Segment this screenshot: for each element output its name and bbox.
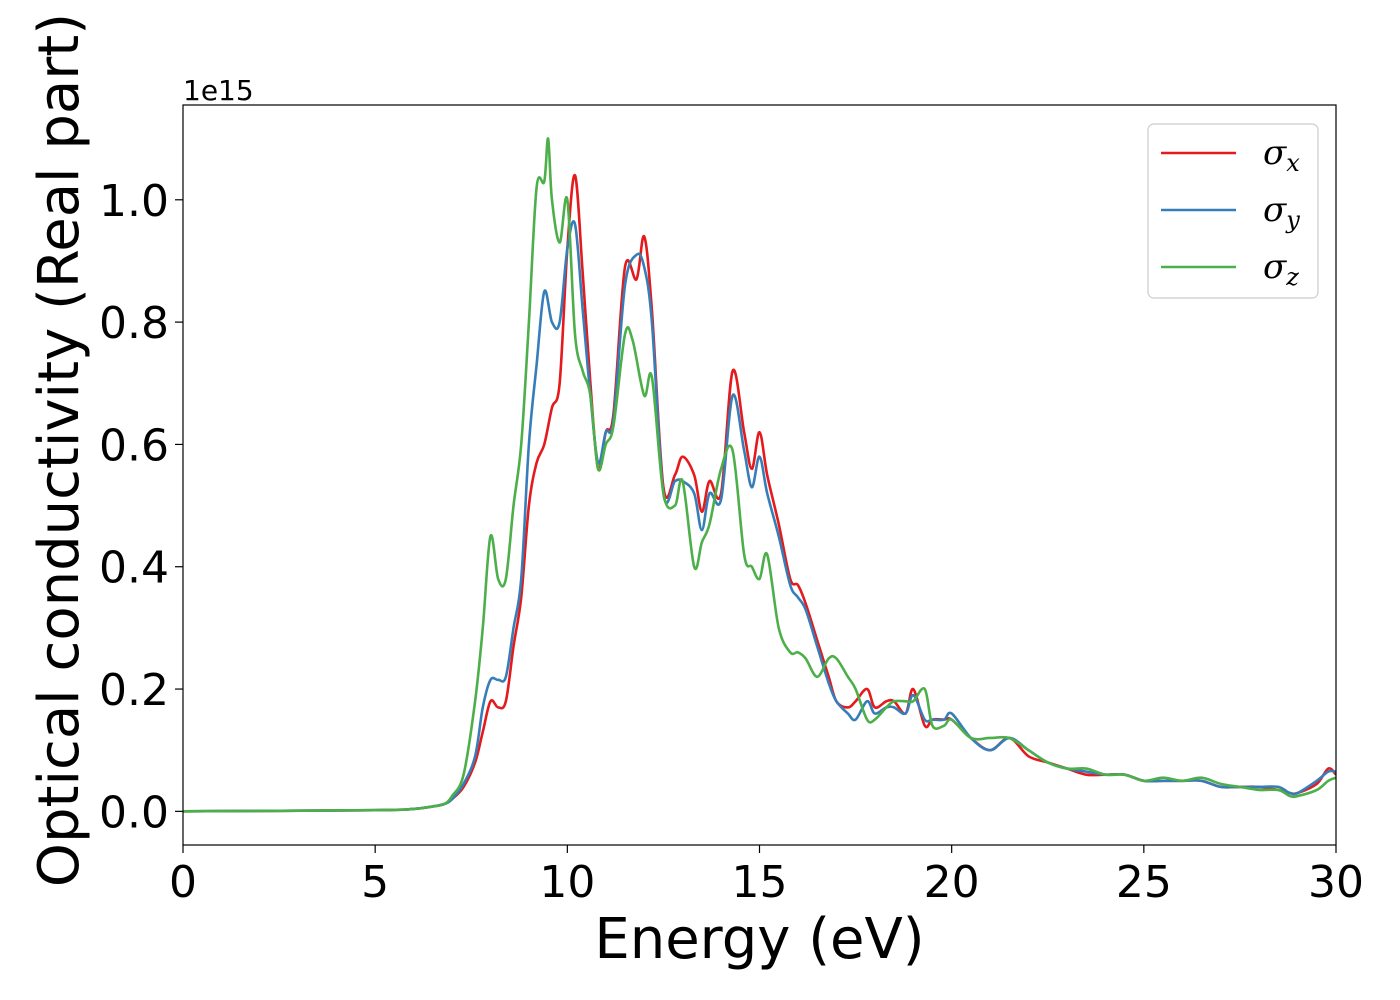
y-tick-label: 0.2 bbox=[99, 665, 169, 716]
x-tick-label: 30 bbox=[1308, 857, 1364, 908]
legend-label-z: σz bbox=[1263, 247, 1299, 291]
y-tick-label: 0.8 bbox=[99, 298, 169, 349]
y-tick-label: 0.4 bbox=[99, 543, 169, 594]
y-tick-label: 0.0 bbox=[99, 787, 169, 838]
y-offset-text: 1e15 bbox=[183, 74, 254, 107]
x-tick-label: 0 bbox=[169, 857, 197, 908]
legend-symbol: σ bbox=[1263, 133, 1287, 173]
y-axis-title: Optical conductivity (Real part) bbox=[27, 13, 92, 887]
y-axis: 0.0 0.2 0.4 0.6 0.8 1.0 bbox=[99, 176, 183, 838]
legend-subscript: y bbox=[1285, 206, 1300, 234]
x-tick-label: 10 bbox=[539, 857, 595, 908]
y-tick-label: 1.0 bbox=[99, 176, 169, 227]
x-tick-label: 5 bbox=[361, 857, 389, 908]
series-line-y bbox=[183, 220, 1336, 813]
legend-subscript: z bbox=[1285, 263, 1299, 291]
x-axis-title: Energy (eV) bbox=[594, 907, 924, 972]
x-tick-label: 15 bbox=[732, 857, 788, 908]
legend-subscript: x bbox=[1286, 149, 1300, 177]
x-tick-label: 20 bbox=[924, 857, 980, 908]
series-line-z bbox=[183, 137, 1336, 813]
legend-symbol: σ bbox=[1263, 247, 1287, 287]
legend-label-y: σy bbox=[1263, 190, 1300, 234]
x-axis: 0 5 10 15 20 25 30 bbox=[169, 845, 1364, 908]
x-tick-label: 25 bbox=[1116, 857, 1172, 908]
y-tick-label: 0.6 bbox=[99, 420, 169, 471]
legend-symbol: σ bbox=[1263, 190, 1287, 230]
legend-label-x: σx bbox=[1263, 133, 1300, 177]
series-layer bbox=[183, 137, 1336, 813]
